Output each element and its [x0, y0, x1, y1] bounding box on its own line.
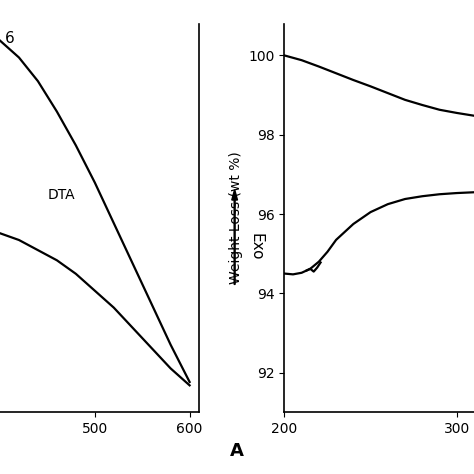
Text: DTA: DTA: [47, 189, 75, 202]
Text: A: A: [230, 442, 244, 460]
Text: Exo: Exo: [249, 233, 264, 260]
Y-axis label: Weight Loss (wt %): Weight Loss (wt %): [229, 152, 243, 284]
Text: 6: 6: [5, 31, 15, 46]
